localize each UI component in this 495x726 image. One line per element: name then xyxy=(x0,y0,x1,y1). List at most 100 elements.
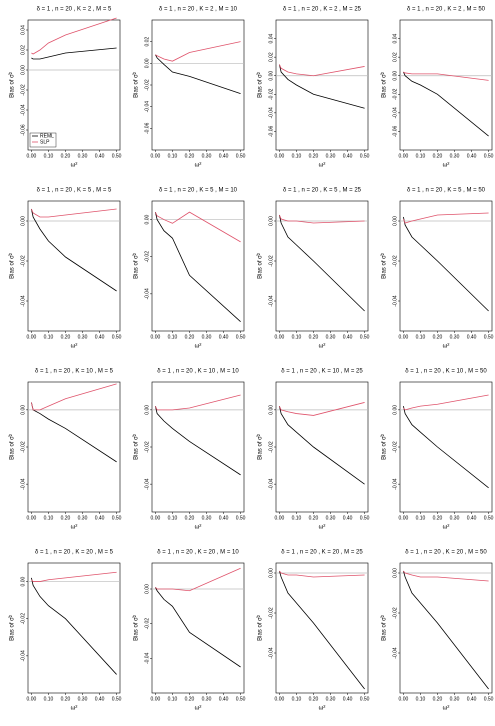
chart-title: δ = 1 , n = 20 , K = 10 , M = 50 xyxy=(405,369,487,375)
series-line xyxy=(279,214,365,312)
x-tick-label: 0.00 xyxy=(399,515,409,521)
series-line xyxy=(31,17,117,55)
y-axis-label: Bias of σ̂² xyxy=(382,72,388,98)
chart-title: δ = 1 , n = 20 , K = 2 , M = 50 xyxy=(407,7,486,13)
x-tick-label: 0.30 xyxy=(78,334,88,340)
y-axis-label: Bias of σ̂² xyxy=(258,615,264,641)
series-line xyxy=(155,587,241,668)
y-tick-label: -0.04 xyxy=(268,647,274,659)
x-axis-label: ω² xyxy=(195,163,202,169)
x-tick-label: 0.00 xyxy=(27,153,37,159)
plot-frame xyxy=(275,19,369,151)
x-tick-label: 0.30 xyxy=(78,515,88,521)
x-tick-label: 0.20 xyxy=(61,696,71,702)
y-tick-label: 0.00 xyxy=(144,58,150,68)
chart-title: δ = 1 , n = 20 , K = 20 , M = 50 xyxy=(405,550,487,556)
x-tick-label: 0.40 xyxy=(95,153,105,159)
x-tick-label: 0.00 xyxy=(151,153,161,159)
x-tick-label: 0.20 xyxy=(433,515,443,521)
x-tick-label: 0.10 xyxy=(44,334,54,340)
y-tick-label: -0.02 xyxy=(144,441,150,453)
y-tick-label: -0.02 xyxy=(268,441,274,453)
x-axis-label: ω² xyxy=(319,706,326,712)
y-tick-label: -0.02 xyxy=(392,88,398,100)
y-tick-label: -0.04 xyxy=(268,295,274,307)
x-tick-label: 0.50 xyxy=(360,334,370,340)
plot-frame xyxy=(275,562,369,694)
x-tick-label: 0.40 xyxy=(343,153,353,159)
y-tick-label: -0.04 xyxy=(392,478,398,490)
x-tick-label: 0.10 xyxy=(44,696,54,702)
x-tick-label: 0.30 xyxy=(326,696,336,702)
series-line xyxy=(279,570,365,690)
x-tick-label: 0.50 xyxy=(360,515,370,521)
x-tick-label: 0.40 xyxy=(95,696,105,702)
x-tick-label: 0.10 xyxy=(416,515,426,521)
y-tick-label: 0.00 xyxy=(392,568,398,578)
x-tick-label: 0.00 xyxy=(151,696,161,702)
y-axis-label: Bias of σ̂² xyxy=(258,253,264,279)
x-tick-label: 0.40 xyxy=(467,515,477,521)
y-axis-label: Bias of σ̂² xyxy=(134,615,140,641)
x-tick-label: 0.10 xyxy=(292,334,302,340)
series-line xyxy=(279,64,365,77)
y-tick-label: 0.00 xyxy=(268,71,274,81)
y-tick-label: -0.02 xyxy=(20,613,26,625)
y-tick-label: -0.02 xyxy=(20,441,26,453)
y-tick-label: -0.02 xyxy=(268,255,274,267)
y-tick-label: -0.02 xyxy=(20,84,26,96)
y-tick-label: -0.04 xyxy=(392,295,398,307)
x-tick-label: 0.10 xyxy=(292,515,302,521)
x-tick-label: 0.00 xyxy=(151,334,161,340)
x-tick-label: 0.30 xyxy=(78,153,88,159)
y-axis-label: Bias of σ̂² xyxy=(10,72,16,98)
x-tick-label: 0.30 xyxy=(450,153,460,159)
y-axis-label: Bias of σ̂² xyxy=(10,253,16,279)
plot-frame xyxy=(151,19,245,151)
series-line xyxy=(155,41,241,62)
y-tick-label: -0.04 xyxy=(20,104,26,116)
series-line xyxy=(403,570,489,690)
x-tick-label: 0.10 xyxy=(292,696,302,702)
x-tick-label: 0.00 xyxy=(27,515,37,521)
series-line xyxy=(403,570,489,582)
x-axis-label: ω² xyxy=(71,344,78,350)
x-tick-label: 0.50 xyxy=(484,153,494,159)
legend-label: SLP xyxy=(40,139,50,145)
y-tick-label: -0.04 xyxy=(144,478,150,490)
x-axis-label: ω² xyxy=(443,344,450,350)
series-line xyxy=(155,406,241,476)
x-axis-label: ω² xyxy=(443,706,450,712)
x-axis-label: ω² xyxy=(71,163,78,169)
x-tick-label: 0.50 xyxy=(236,153,246,159)
x-tick-label: 0.40 xyxy=(343,334,353,340)
x-tick-label: 0.00 xyxy=(275,153,285,159)
x-tick-label: 0.10 xyxy=(168,696,178,702)
series-line xyxy=(403,71,489,81)
x-tick-label: 0.40 xyxy=(95,515,105,521)
y-axis-label: Bias of σ̂² xyxy=(10,615,16,641)
y-tick-label: 0.00 xyxy=(144,214,150,224)
x-tick-label: 0.10 xyxy=(44,515,54,521)
series-line xyxy=(403,406,489,489)
legend-label: REML xyxy=(40,133,54,139)
x-tick-label: 0.20 xyxy=(61,334,71,340)
x-tick-label: 0.20 xyxy=(433,334,443,340)
series-line xyxy=(403,212,489,224)
x-tick-label: 0.30 xyxy=(202,334,212,340)
x-tick-label: 0.00 xyxy=(275,515,285,521)
x-tick-label: 0.30 xyxy=(326,334,336,340)
x-axis-label: ω² xyxy=(71,525,78,531)
x-tick-label: 0.50 xyxy=(112,515,122,521)
x-tick-label: 0.40 xyxy=(467,334,477,340)
x-tick-label: 0.40 xyxy=(219,696,229,702)
y-tick-label: 0.00 xyxy=(144,584,150,594)
y-tick-label: 0.02 xyxy=(144,37,150,47)
series-line xyxy=(155,211,241,243)
y-tick-label: 0.00 xyxy=(20,576,26,586)
x-axis-label: ω² xyxy=(443,163,450,169)
plot-frame xyxy=(399,200,493,332)
y-tick-label: 0.02 xyxy=(20,45,26,55)
series-line xyxy=(31,47,117,60)
